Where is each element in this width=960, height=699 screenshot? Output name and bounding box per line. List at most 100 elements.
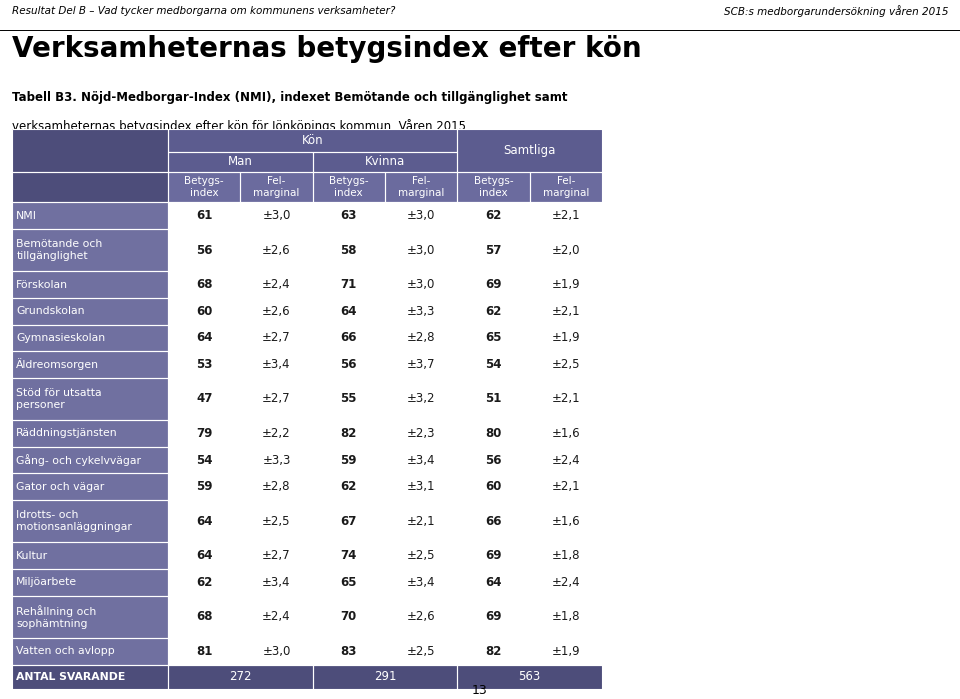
Bar bbox=[385, 420, 457, 447]
Text: ±1,8: ±1,8 bbox=[551, 549, 580, 562]
Bar bbox=[12, 229, 168, 271]
Bar bbox=[12, 665, 168, 689]
Bar bbox=[457, 447, 530, 473]
Bar bbox=[457, 324, 530, 351]
Text: 53: 53 bbox=[196, 358, 212, 371]
Bar bbox=[240, 569, 313, 596]
Bar bbox=[240, 298, 313, 324]
Bar bbox=[12, 172, 168, 203]
Bar bbox=[168, 596, 240, 638]
Text: 83: 83 bbox=[341, 644, 357, 658]
Bar bbox=[457, 665, 602, 689]
Bar bbox=[457, 129, 602, 172]
Bar bbox=[168, 542, 240, 569]
Bar bbox=[240, 172, 313, 203]
Bar bbox=[313, 351, 385, 377]
Bar bbox=[457, 542, 530, 569]
Text: 56: 56 bbox=[196, 244, 212, 257]
Text: 58: 58 bbox=[341, 244, 357, 257]
Text: Betygs-
index: Betygs- index bbox=[329, 176, 369, 198]
Bar bbox=[12, 569, 168, 596]
Text: 65: 65 bbox=[485, 331, 502, 345]
Bar bbox=[457, 271, 530, 298]
Bar bbox=[313, 542, 385, 569]
Text: 59: 59 bbox=[196, 480, 212, 493]
Bar bbox=[530, 420, 602, 447]
Bar bbox=[12, 569, 168, 596]
Text: Gång- och cykelvvägar: Gång- och cykelvvägar bbox=[16, 454, 141, 466]
Text: 82: 82 bbox=[485, 644, 502, 658]
Text: ±2,4: ±2,4 bbox=[551, 454, 580, 466]
Bar bbox=[12, 377, 168, 420]
Text: Samtliga: Samtliga bbox=[503, 144, 556, 157]
Bar bbox=[12, 351, 168, 377]
Text: Förskolan: Förskolan bbox=[16, 280, 68, 289]
Bar bbox=[530, 298, 602, 324]
Bar bbox=[168, 638, 240, 665]
Bar bbox=[530, 420, 602, 447]
Bar bbox=[240, 500, 313, 542]
Text: 57: 57 bbox=[485, 244, 502, 257]
Text: 56: 56 bbox=[485, 454, 502, 466]
Text: ±2,3: ±2,3 bbox=[407, 427, 436, 440]
Text: ±1,6: ±1,6 bbox=[551, 514, 580, 528]
Bar bbox=[530, 229, 602, 271]
Bar bbox=[530, 324, 602, 351]
Bar bbox=[168, 377, 240, 420]
Bar bbox=[240, 420, 313, 447]
Bar bbox=[457, 596, 530, 638]
Bar bbox=[12, 500, 168, 542]
Bar bbox=[457, 542, 530, 569]
Text: 64: 64 bbox=[196, 549, 212, 562]
Bar bbox=[313, 271, 385, 298]
Bar bbox=[530, 500, 602, 542]
Bar bbox=[12, 473, 168, 500]
Text: 54: 54 bbox=[196, 454, 212, 466]
Text: ±2,4: ±2,4 bbox=[551, 576, 580, 589]
Bar bbox=[240, 377, 313, 420]
Text: Kultur: Kultur bbox=[16, 551, 48, 561]
Bar bbox=[457, 271, 530, 298]
Bar bbox=[457, 569, 530, 596]
Bar bbox=[385, 420, 457, 447]
Text: ±2,1: ±2,1 bbox=[551, 392, 580, 405]
Bar bbox=[313, 447, 385, 473]
Bar bbox=[168, 638, 240, 665]
Bar bbox=[12, 229, 168, 271]
Bar bbox=[12, 324, 168, 351]
Bar bbox=[168, 473, 240, 500]
Bar bbox=[313, 152, 457, 172]
Bar bbox=[313, 324, 385, 351]
Text: ±2,5: ±2,5 bbox=[262, 514, 291, 528]
Bar bbox=[313, 542, 385, 569]
Bar bbox=[12, 377, 168, 420]
Bar bbox=[313, 569, 385, 596]
Text: 64: 64 bbox=[196, 331, 212, 345]
Bar bbox=[12, 203, 168, 229]
Text: ±2,1: ±2,1 bbox=[551, 480, 580, 493]
Bar bbox=[385, 596, 457, 638]
Bar bbox=[530, 377, 602, 420]
Bar bbox=[457, 172, 530, 203]
Text: Rehållning och
sophämtning: Rehållning och sophämtning bbox=[16, 605, 97, 628]
Bar bbox=[168, 152, 313, 172]
Bar bbox=[12, 596, 168, 638]
Text: ±2,7: ±2,7 bbox=[262, 331, 291, 345]
Text: 54: 54 bbox=[485, 358, 502, 371]
Bar bbox=[12, 129, 168, 172]
Text: 64: 64 bbox=[485, 576, 502, 589]
Text: 69: 69 bbox=[485, 549, 502, 562]
Bar bbox=[457, 229, 530, 271]
Bar bbox=[12, 203, 168, 229]
Text: 13: 13 bbox=[472, 684, 488, 697]
Bar bbox=[168, 665, 313, 689]
Bar bbox=[313, 229, 385, 271]
Bar bbox=[530, 542, 602, 569]
Bar bbox=[168, 271, 240, 298]
Text: Verksamheternas betygsindex efter kön: Verksamheternas betygsindex efter kön bbox=[12, 35, 641, 63]
Bar bbox=[313, 665, 457, 689]
Bar bbox=[457, 569, 530, 596]
Text: Kvinna: Kvinna bbox=[365, 155, 405, 168]
Bar bbox=[240, 229, 313, 271]
Bar bbox=[457, 447, 530, 473]
